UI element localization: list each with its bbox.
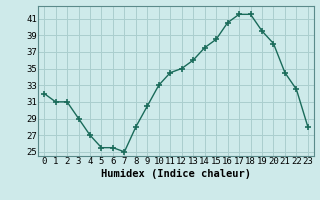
X-axis label: Humidex (Indice chaleur): Humidex (Indice chaleur) (101, 169, 251, 179)
